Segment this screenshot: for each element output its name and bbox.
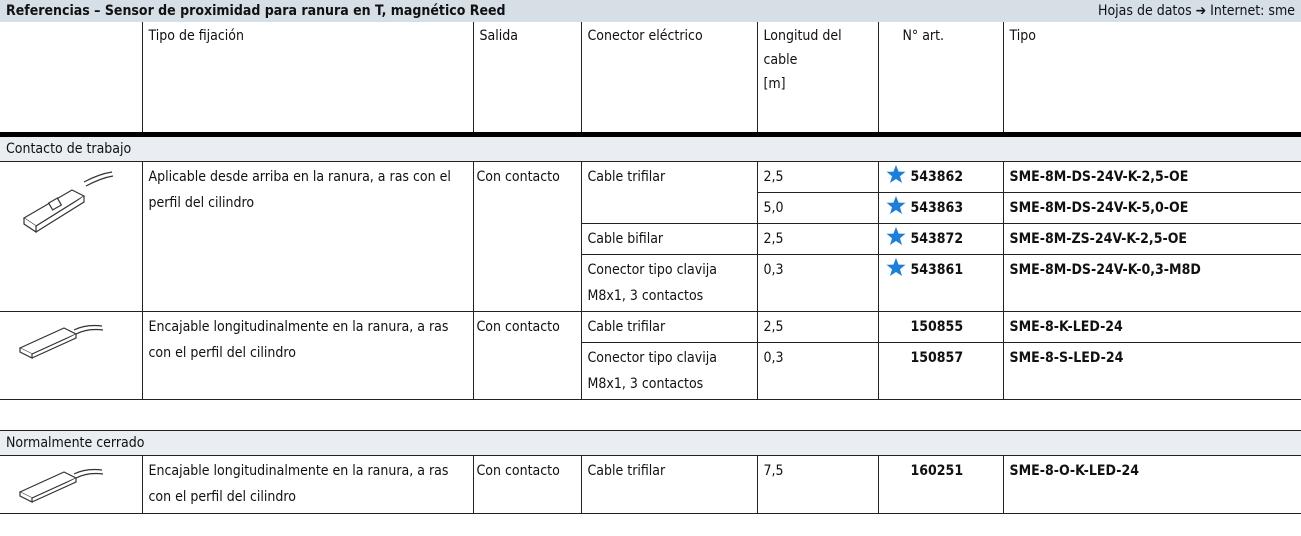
connector-cell: Cable trifilar [580,455,758,514]
output-cell: Con contacto [472,161,582,312]
column-header: Tipo [1002,22,1301,137]
star-icon [886,165,905,183]
length-cell: 2,5 [756,161,879,193]
type-cell: SME-8M-DS-24V-K-5,0-OE [1002,192,1301,224]
art-cell: 543862 [877,161,1004,193]
art-number: 150857 [910,350,964,366]
length-cell: 2,5 [756,311,879,343]
art-cell: 150857 [877,342,1004,400]
length-cell: 0,3 [756,254,879,312]
sensor-icon [18,468,104,503]
art-number: 160251 [910,463,964,479]
title: Referencias – Sensor de proximidad para … [6,3,506,19]
section-row: Normalmente cerrado [0,430,1301,456]
column-header: Salida [472,22,582,137]
column-header: Conector eléctrico [580,22,758,137]
item-row: Encajable longitudinalmente en la ranura… [0,311,1301,400]
connector-cell: Cable trifilar [580,161,758,224]
column-header-line: Longitud del [763,28,842,44]
image-cell [0,455,143,514]
item-row: Aplicable desde arriba en la ranura, a r… [0,161,1301,312]
output-cell: Con contacto [472,455,582,514]
art-cell: 150855 [877,311,1004,343]
output-cell: Con contacto [472,311,582,400]
fixing-cell: Encajable longitudinalmente en la ranura… [141,311,474,400]
art-number: 543861 [910,262,964,278]
column-header-line: cable [763,52,798,68]
section-title: Normalmente cerrado [0,430,1301,456]
fixing-cell: Aplicable desde arriba en la ranura, a r… [141,161,474,312]
fixing-cell: Encajable longitudinalmente en la ranura… [141,455,474,514]
length-cell: 7,5 [756,455,879,514]
art-number: 543863 [910,200,964,216]
item-row: 5,0 543863 SME-8M-DS-24V-K-5,0-OE [0,192,1301,224]
connector-cell: Conector tipo clavija M8x1, 3 contactos [581,254,758,312]
art-cell: 160251 [877,455,1004,514]
empty-cell [0,22,143,137]
column-header: Longitud del cable [m] [756,22,879,137]
header-bar: Referencias – Sensor de proximidad para … [0,0,1301,22]
type-cell: SME-8M-DS-24V-K-2,5-OE [1002,161,1301,193]
image-cell [0,311,143,400]
empty-cell [0,399,1301,431]
art-cell: 543863 [877,192,1004,224]
column-header: N° art. [877,22,1004,137]
section-row: Contacto de trabajo [0,134,1301,162]
type-cell: SME-8-O-K-LED-24 [1002,455,1301,514]
item-row: Encajable longitudinalmente en la ranura… [0,455,1301,514]
column-header-row: Tipo de fijación Salida Conector eléctrico… [0,22,1301,137]
art-number: 543862 [910,169,964,185]
item-row: Cable bifilar 2,5 543872 SME-8M-ZS-24V-K-2,… [0,223,1301,255]
spacer-row [0,399,1301,431]
order-table: Tipo de fijación Salida Conector eléctrico… [0,22,1301,514]
connector-cell: Cable bifilar [581,223,758,255]
art-number: 150855 [910,319,964,335]
length-cell: 0,3 [756,342,879,400]
art-cell: 543872 [877,223,1004,255]
connector-cell: Cable trifilar [580,311,758,343]
star-icon [886,196,905,214]
item-row: Conector tipo clavija M8x1, 3 contactos 0… [0,254,1301,312]
star-icon [886,227,905,245]
length-cell: 5,0 [757,192,879,224]
art-cell: 543861 [877,254,1004,312]
section-title: Contacto de trabajo [0,134,1301,162]
art-number: 543872 [910,231,964,247]
type-cell: SME-8-K-LED-24 [1002,311,1301,343]
type-cell: SME-8M-ZS-24V-K-2,5-OE [1002,223,1301,255]
star-icon [886,258,905,276]
column-header-line: [m] [763,76,786,92]
connector-cell: Conector tipo clavija M8x1, 3 contactos [581,342,758,400]
column-header: Tipo de fijación [141,22,474,137]
length-cell: 2,5 [756,223,879,255]
type-cell: SME-8-S-LED-24 [1002,342,1301,400]
sensor-icon [22,171,114,234]
sensor-icon [18,324,104,359]
header-link-text: Hojas de datos ➔ Internet: sme [1098,3,1295,19]
item-row: Conector tipo clavija M8x1, 3 contactos 0… [0,342,1301,400]
type-cell: SME-8M-DS-24V-K-0,3-M8D [1002,254,1301,312]
image-cell [0,161,143,312]
